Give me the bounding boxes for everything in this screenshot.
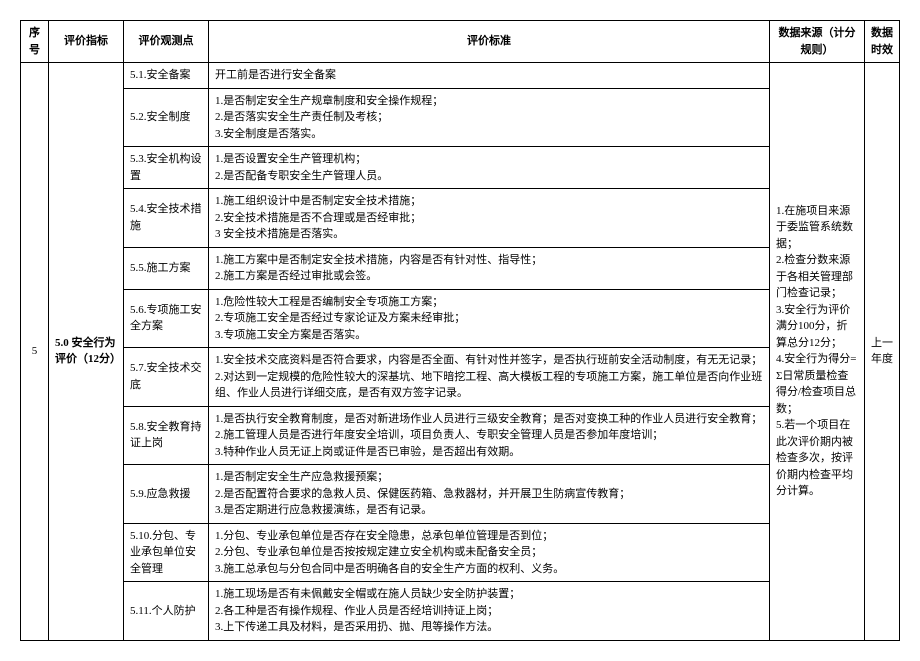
observation-cell: 5.2.安全制度 xyxy=(124,88,209,147)
criteria-line: 3.专项施工安全方案是否落实。 xyxy=(215,327,763,344)
criteria-line: 1.是否制定安全生产应急救援预案； xyxy=(215,469,763,486)
standard-cell: 1.施工方案中是否制定安全技术措施，内容是否有针对性、指导性；2.施工方案是否经… xyxy=(209,247,770,289)
observation-cell: 5.3.安全机构设置 xyxy=(124,147,209,189)
seq-cell: 5 xyxy=(21,63,49,641)
source-line: 5.若一个项目在此次评价期内被检查多次，按评价期内检查平均分计算。 xyxy=(776,417,858,500)
table-row: 5.2.安全制度1.是否制定安全生产规章制度和安全操作规程；2.是否落实安全生产… xyxy=(21,88,900,147)
table-row: 5.7.安全技术交底 1.安全技术交底资料是否符合要求，内容是否全面、有针对性并签… xyxy=(21,348,900,407)
criteria-line: 2.施工方案是否经过审批或会签。 xyxy=(215,268,763,285)
table-row: 55.0 安全行为评价（12分）5.1.安全备案开工前是否进行安全备案1.在施项… xyxy=(21,63,900,89)
criteria-line: 1.是否执行安全教育制度，是否对新进场作业人员进行三级安全教育；是否对变换工种的… xyxy=(215,411,763,428)
standard-cell: 1.施工组织设计中是否制定安全技术措施；2.安全技术措施是否不合理或是否经审批；… xyxy=(209,189,770,248)
standard-cell: 1.安全技术交底资料是否符合要求，内容是否全面、有针对性并签字，是否执行班前安全… xyxy=(209,348,770,407)
observation-cell: 5.8.安全教育持证上岗 xyxy=(124,406,209,465)
table-row: 5.4.安全技术措施1.施工组织设计中是否制定安全技术措施；2.安全技术措施是否… xyxy=(21,189,900,248)
standard-cell: 开工前是否进行安全备案 xyxy=(209,63,770,89)
header-time: 数据时效 xyxy=(865,21,900,63)
header-indicator: 评价指标 xyxy=(49,21,124,63)
criteria-line: 2.专项施工安全是否经过专家论证及方案未经审批； xyxy=(215,310,763,327)
standard-cell: 1.危险性较大工程是否编制安全专项施工方案；2.专项施工安全是否经过专家论证及方… xyxy=(209,289,770,348)
criteria-line: 1.施工组织设计中是否制定安全技术措施； xyxy=(215,193,763,210)
criteria-line: 2.是否配备专职安全生产管理人员。 xyxy=(215,168,763,185)
table-row: 5.10.分包、专业承包单位安全管理1.分包、专业承包单位是否存在安全隐患，总承… xyxy=(21,523,900,582)
criteria-line: 2.对达到一定规模的危险性较大的深基坑、地下暗挖工程、高大模板工程的专项施工方案… xyxy=(215,369,763,402)
observation-cell: 5.5.施工方案 xyxy=(124,247,209,289)
table-row: 5.3.安全机构设置1.是否设置安全生产管理机构；2.是否配备专职安全生产管理人… xyxy=(21,147,900,189)
criteria-line: 2.安全技术措施是否不合理或是否经审批； xyxy=(215,210,763,227)
observation-cell: 5.6.专项施工安全方案 xyxy=(124,289,209,348)
standard-cell: 1.是否制定安全生产应急救援预案；2.是否配置符合要求的急救人员、保健医药箱、急… xyxy=(209,465,770,524)
source-line: 4.安全行为得分=Σ日常质量检查得分/检查项目总数； xyxy=(776,351,858,417)
criteria-line: 3.上下传递工具及材料，是否采用扔、抛、甩等操作方法。 xyxy=(215,619,763,636)
criteria-line: 3 安全技术措施是否落实。 xyxy=(215,226,763,243)
observation-cell: 5.7.安全技术交底 xyxy=(124,348,209,407)
standard-cell: 1.是否执行安全教育制度，是否对新进场作业人员进行三级安全教育；是否对变换工种的… xyxy=(209,406,770,465)
evaluation-table: 序号 评价指标 评价观测点 评价标准 数据来源（计分规则） 数据时效 55.0 … xyxy=(20,20,900,641)
criteria-line: 2.是否落实安全生产责任制及考核； xyxy=(215,109,763,126)
source-line: 3.安全行为评价满分100分，折算总分12分； xyxy=(776,302,858,352)
criteria-line: 1.是否制定安全生产规章制度和安全操作规程； xyxy=(215,93,763,110)
criteria-line: 2.施工管理人员是否进行年度安全培训，项目负责人、专职安全管理人员是否参加年度培… xyxy=(215,427,763,444)
criteria-line: 1.是否设置安全生产管理机构； xyxy=(215,151,763,168)
criteria-line: 1.分包、专业承包单位是否存在安全隐患，总承包单位管理是否到位； xyxy=(215,528,763,545)
source-line: 2.检查分数来源于各相关管理部门检查记录； xyxy=(776,252,858,302)
criteria-line: 2.是否配置符合要求的急救人员、保健医药箱、急救器材，并开展卫生防病宣传教育； xyxy=(215,486,763,503)
criteria-line: 3.安全制度是否落实。 xyxy=(215,126,763,143)
standard-cell: 1.施工现场是否有未佩戴安全帽或在施人员缺少安全防护装置；2.各工种是否有操作规… xyxy=(209,582,770,641)
criteria-line: 2.分包、专业承包单位是否按按规定建立安全机构或未配备安全员； xyxy=(215,544,763,561)
criteria-line: 1.危险性较大工程是否编制安全专项施工方案； xyxy=(215,294,763,311)
criteria-line: 1.施工现场是否有未佩戴安全帽或在施人员缺少安全防护装置； xyxy=(215,586,763,603)
criteria-line: 2.各工种是否有操作规程、作业人员是否经培训持证上岗； xyxy=(215,603,763,620)
criteria-line: 1.施工方案中是否制定安全技术措施，内容是否有针对性、指导性； xyxy=(215,252,763,269)
criteria-line: 3.施工总承包与分包合同中是否明确各自的安全生产方面的权利、义务。 xyxy=(215,561,763,578)
time-cell: 上一年度 xyxy=(865,63,900,641)
header-seq: 序号 xyxy=(21,21,49,63)
table-row: 5.8.安全教育持证上岗 1.是否执行安全教育制度，是否对新进场作业人员进行三级安… xyxy=(21,406,900,465)
source-line: 1.在施项目来源于委监管系统数据； xyxy=(776,203,858,253)
observation-cell: 5.4.安全技术措施 xyxy=(124,189,209,248)
criteria-line: 3.是否定期进行应急救援演练，是否有记录。 xyxy=(215,502,763,519)
header-observation: 评价观测点 xyxy=(124,21,209,63)
table-row: 5.5.施工方案1.施工方案中是否制定安全技术措施，内容是否有针对性、指导性；2… xyxy=(21,247,900,289)
criteria-line: 开工前是否进行安全备案 xyxy=(215,67,763,84)
source-cell: 1.在施项目来源于委监管系统数据；2.检查分数来源于各相关管理部门检查记录；3.… xyxy=(770,63,865,641)
criteria-line: 1.安全技术交底资料是否符合要求，内容是否全面、有针对性并签字，是否执行班前安全… xyxy=(215,352,763,369)
observation-cell: 5.1.安全备案 xyxy=(124,63,209,89)
table-row: 5.11.个人防护1.施工现场是否有未佩戴安全帽或在施人员缺少安全防护装置；2.… xyxy=(21,582,900,641)
header-row: 序号 评价指标 评价观测点 评价标准 数据来源（计分规则） 数据时效 xyxy=(21,21,900,63)
table-row: 5.6.专项施工安全方案1.危险性较大工程是否编制安全专项施工方案；2.专项施工… xyxy=(21,289,900,348)
observation-cell: 5.11.个人防护 xyxy=(124,582,209,641)
header-standard: 评价标准 xyxy=(209,21,770,63)
standard-cell: 1.是否制定安全生产规章制度和安全操作规程；2.是否落实安全生产责任制及考核；3… xyxy=(209,88,770,147)
header-source: 数据来源（计分规则） xyxy=(770,21,865,63)
observation-cell: 5.10.分包、专业承包单位安全管理 xyxy=(124,523,209,582)
standard-cell: 1.分包、专业承包单位是否存在安全隐患，总承包单位管理是否到位；2.分包、专业承… xyxy=(209,523,770,582)
observation-cell: 5.9.应急救援 xyxy=(124,465,209,524)
criteria-line: 3.特种作业人员无证上岗或证件是否已审验，是否超出有效期。 xyxy=(215,444,763,461)
standard-cell: 1.是否设置安全生产管理机构；2.是否配备专职安全生产管理人员。 xyxy=(209,147,770,189)
table-row: 5.9.应急救援1.是否制定安全生产应急救援预案；2.是否配置符合要求的急救人员… xyxy=(21,465,900,524)
indicator-cell: 5.0 安全行为评价（12分） xyxy=(49,63,124,641)
